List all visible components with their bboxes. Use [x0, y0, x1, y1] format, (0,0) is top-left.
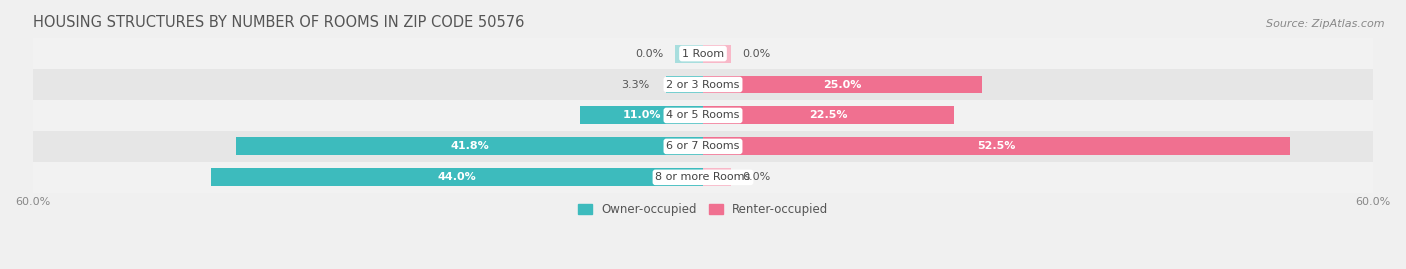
Text: 0.0%: 0.0% — [742, 172, 770, 182]
Text: 0.0%: 0.0% — [742, 49, 770, 59]
Text: HOUSING STRUCTURES BY NUMBER OF ROOMS IN ZIP CODE 50576: HOUSING STRUCTURES BY NUMBER OF ROOMS IN… — [32, 15, 524, 30]
Legend: Owner-occupied, Renter-occupied: Owner-occupied, Renter-occupied — [572, 199, 834, 221]
Bar — [32, 69, 1374, 100]
Text: 25.0%: 25.0% — [824, 80, 862, 90]
Bar — [703, 45, 731, 63]
Bar — [236, 137, 703, 155]
Bar — [703, 168, 731, 186]
Text: 52.5%: 52.5% — [977, 141, 1015, 151]
Bar — [32, 131, 1374, 162]
Bar — [703, 107, 955, 125]
Text: 0.0%: 0.0% — [636, 49, 664, 59]
Bar — [703, 137, 1289, 155]
Text: 41.8%: 41.8% — [450, 141, 489, 151]
Text: 2 or 3 Rooms: 2 or 3 Rooms — [666, 80, 740, 90]
Bar — [703, 76, 983, 94]
Bar — [675, 45, 703, 63]
Bar — [32, 38, 1374, 69]
Text: 11.0%: 11.0% — [623, 111, 661, 121]
Text: Source: ZipAtlas.com: Source: ZipAtlas.com — [1267, 19, 1385, 29]
Bar — [581, 107, 703, 125]
Bar — [32, 100, 1374, 131]
Text: 22.5%: 22.5% — [810, 111, 848, 121]
Text: 8 or more Rooms: 8 or more Rooms — [655, 172, 751, 182]
Bar — [211, 168, 703, 186]
Bar — [32, 162, 1374, 193]
Text: 3.3%: 3.3% — [621, 80, 650, 90]
Text: 1 Room: 1 Room — [682, 49, 724, 59]
Bar — [666, 76, 703, 94]
Text: 6 or 7 Rooms: 6 or 7 Rooms — [666, 141, 740, 151]
Text: 44.0%: 44.0% — [437, 172, 477, 182]
Text: 4 or 5 Rooms: 4 or 5 Rooms — [666, 111, 740, 121]
